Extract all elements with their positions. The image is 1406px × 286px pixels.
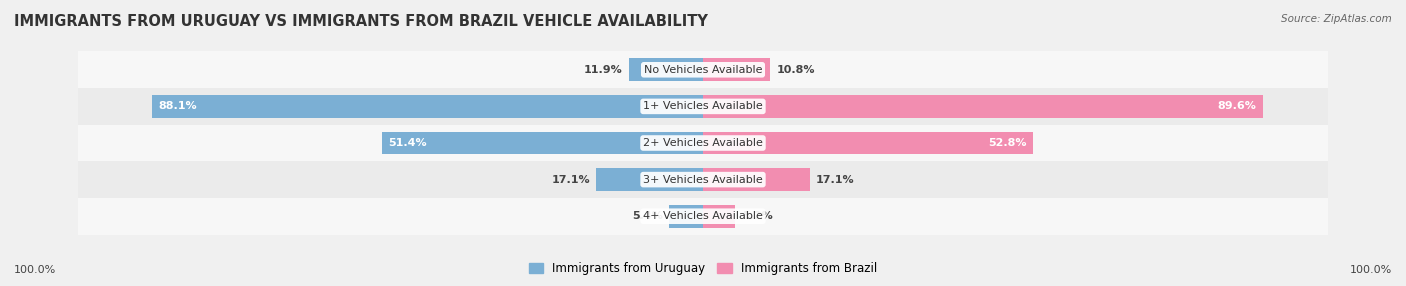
Legend: Immigrants from Uruguay, Immigrants from Brazil: Immigrants from Uruguay, Immigrants from…	[524, 257, 882, 280]
Bar	[79, 125, 1327, 161]
Text: 52.8%: 52.8%	[988, 138, 1026, 148]
Bar	[628, 58, 703, 81]
Bar	[79, 51, 1327, 88]
Text: 3+ Vehicles Available: 3+ Vehicles Available	[643, 175, 763, 184]
Bar	[703, 58, 770, 81]
Bar	[703, 168, 810, 191]
Text: 17.1%: 17.1%	[551, 175, 591, 184]
Bar	[152, 95, 703, 118]
Text: 17.1%: 17.1%	[815, 175, 855, 184]
Text: 10.8%: 10.8%	[776, 65, 815, 75]
Bar	[703, 95, 1263, 118]
Bar	[79, 161, 1327, 198]
Text: 51.4%: 51.4%	[388, 138, 426, 148]
Text: 100.0%: 100.0%	[14, 265, 56, 275]
Bar	[703, 205, 735, 228]
Text: 11.9%: 11.9%	[583, 65, 623, 75]
Text: IMMIGRANTS FROM URUGUAY VS IMMIGRANTS FROM BRAZIL VEHICLE AVAILABILITY: IMMIGRANTS FROM URUGUAY VS IMMIGRANTS FR…	[14, 14, 709, 29]
Text: 4+ Vehicles Available: 4+ Vehicles Available	[643, 211, 763, 221]
Text: Source: ZipAtlas.com: Source: ZipAtlas.com	[1281, 14, 1392, 24]
Text: 88.1%: 88.1%	[159, 102, 197, 111]
Bar	[79, 88, 1327, 125]
Bar	[703, 132, 1033, 154]
Bar	[79, 198, 1327, 235]
Bar	[596, 168, 703, 191]
Text: 2+ Vehicles Available: 2+ Vehicles Available	[643, 138, 763, 148]
Bar	[382, 132, 703, 154]
Text: 1+ Vehicles Available: 1+ Vehicles Available	[643, 102, 763, 111]
Bar	[669, 205, 703, 228]
Text: 100.0%: 100.0%	[1350, 265, 1392, 275]
Text: 5.2%: 5.2%	[742, 211, 772, 221]
Text: No Vehicles Available: No Vehicles Available	[644, 65, 762, 75]
Text: 89.6%: 89.6%	[1218, 102, 1257, 111]
Text: 5.4%: 5.4%	[633, 211, 664, 221]
